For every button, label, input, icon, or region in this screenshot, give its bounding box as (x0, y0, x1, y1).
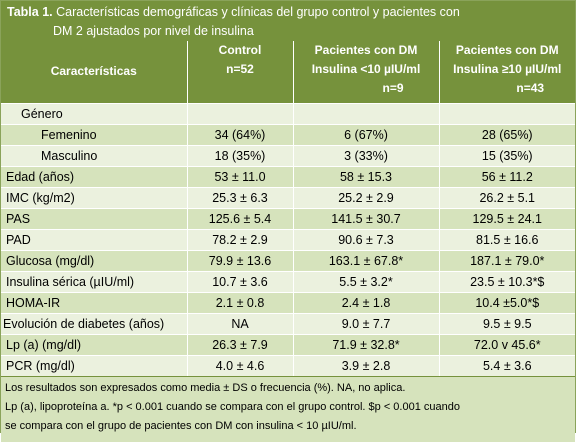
cell-control: 4.0 ± 4.6 (186, 354, 293, 376)
row-label: Evolución de diabetes (años) (1, 312, 187, 334)
cell-dm-high: 26.2 ± 5.1 (438, 186, 575, 208)
header-dm-high-insulin: Pacientes con DM Insulina ≥10 µIU/ml n=4… (438, 41, 575, 103)
header-dm-low-insulin: Pacientes con DM Insulina <10 µIU/ml n=9 (292, 41, 439, 103)
cell-dm-low: 25.2 ± 2.9 (292, 186, 439, 208)
header-control: Control n=52 (186, 41, 293, 103)
cell-dm-low: 71.9 ± 32.8* (292, 333, 439, 355)
row-label: Edad (años) (1, 165, 187, 187)
footnote-line-1: Los resultados son expresados como media… (5, 381, 406, 394)
footnote-line-2: Lp (a), lipoproteína a. *p < 0.001 cuand… (5, 400, 460, 413)
data-table: Características Control n=52 Pacientes c… (1, 41, 575, 376)
table-title: Tabla 1. Características demográficas y … (1, 1, 575, 41)
cell-dm-low: 141.5 ± 30.7 (292, 207, 439, 229)
cell-dm-low: 9.0 ± 7.7 (292, 312, 439, 334)
cell-dm-low: 6 (67%) (292, 123, 439, 145)
table-row: Género (1, 102, 575, 124)
table-row: PCR (mg/dl) 4.0 ± 4.6 3.9 ± 2.8 5.4 ± 3.… (1, 354, 575, 376)
cell-dm-high: 72.0 v 45.6* (438, 333, 575, 355)
row-label: PAS (1, 207, 187, 229)
table-footnote: Los resultados son expresados como media… (1, 375, 575, 442)
table-row: PAD 78.2 ± 2.9 90.6 ± 7.3 81.5 ± 16.6 (1, 228, 575, 250)
cell-control: 25.3 ± 6.3 (186, 186, 293, 208)
cell-dm-high: 129.5 ± 24.1 (438, 207, 575, 229)
row-label: Glucosa (mg/dl) (1, 249, 187, 271)
cell-dm-high: 10.4 ±5.0*$ (438, 291, 575, 313)
cell-dm-low: 5.5 ± 3.2* (292, 270, 439, 292)
cell-control: NA (186, 312, 293, 334)
row-label: HOMA-IR (1, 291, 187, 313)
title-prefix: Tabla 1. (7, 5, 53, 19)
cell-dm-high (438, 102, 575, 124)
row-label: Masculino (1, 144, 187, 166)
table-row: Femenino 34 (64%) 6 (67%) 28 (65%) (1, 123, 575, 145)
row-label: Femenino (1, 123, 187, 145)
cell-dm-low: 58 ± 15.3 (292, 165, 439, 187)
cell-dm-low: 2.4 ± 1.8 (292, 291, 439, 313)
cell-dm-low: 3.9 ± 2.8 (292, 354, 439, 376)
cell-dm-low (292, 102, 439, 124)
table-row: Glucosa (mg/dl) 79.9 ± 13.6 163.1 ± 67.8… (1, 249, 575, 271)
title-line-2: DM 2 ajustados por nivel de insulina (53, 24, 254, 38)
cell-control: 10.7 ± 3.6 (186, 270, 293, 292)
cell-control: 26.3 ± 7.9 (186, 333, 293, 355)
row-label: IMC (kg/m2) (1, 186, 187, 208)
header-characteristics: Características (1, 41, 187, 103)
cell-control: 34 (64%) (186, 123, 293, 145)
cell-control: 78.2 ± 2.9 (186, 228, 293, 250)
cell-dm-high: 81.5 ± 16.6 (438, 228, 575, 250)
table-row: IMC (kg/m2) 25.3 ± 6.3 25.2 ± 2.9 26.2 ±… (1, 186, 575, 208)
cell-dm-low: 90.6 ± 7.3 (292, 228, 439, 250)
row-label: Insulina sérica (µIU/ml) (1, 270, 187, 292)
cell-dm-high: 28 (65%) (438, 123, 575, 145)
row-label: Lp (a) (mg/dl) (1, 333, 187, 355)
table-row: Edad (años) 53 ± 11.0 58 ± 15.3 56 ± 11.… (1, 165, 575, 187)
title-line-1: Tabla 1. Características demográficas y … (7, 3, 569, 22)
cell-control: 2.1 ± 0.8 (186, 291, 293, 313)
table-row: Insulina sérica (µIU/ml) 10.7 ± 3.6 5.5 … (1, 270, 575, 292)
header-row: Características Control n=52 Pacientes c… (1, 41, 575, 103)
row-label: PAD (1, 228, 187, 250)
table-row: Evolución de diabetes (años) NA 9.0 ± 7.… (1, 312, 575, 334)
cell-dm-high: 15 (35%) (438, 144, 575, 166)
cell-control (186, 102, 293, 124)
row-label: Género (1, 102, 187, 124)
table-row: HOMA-IR 2.1 ± 0.8 2.4 ± 1.8 10.4 ±5.0*$ (1, 291, 575, 313)
cell-dm-high: 5.4 ± 3.6 (438, 354, 575, 376)
cell-dm-high: 9.5 ± 9.5 (438, 312, 575, 334)
cell-control: 125.6 ± 5.4 (186, 207, 293, 229)
cell-control: 79.9 ± 13.6 (186, 249, 293, 271)
cell-dm-high: 56 ± 11.2 (438, 165, 575, 187)
cell-control: 18 (35%) (186, 144, 293, 166)
row-label: PCR (mg/dl) (1, 354, 187, 376)
table-row: Lp (a) (mg/dl) 26.3 ± 7.9 71.9 ± 32.8* 7… (1, 333, 575, 355)
cell-dm-high: 23.5 ± 10.3*$ (438, 270, 575, 292)
cell-dm-high: 187.1 ± 79.0* (438, 249, 575, 271)
cell-control: 53 ± 11.0 (186, 165, 293, 187)
cell-dm-low: 3 (33%) (292, 144, 439, 166)
cell-dm-low: 163.1 ± 67.8* (292, 249, 439, 271)
footnote-line-3: se compara con el grupo de pacientes con… (5, 419, 357, 432)
table-row: Masculino 18 (35%) 3 (33%) 15 (35%) (1, 144, 575, 166)
title-text: Características demográficas y clínicas … (56, 5, 460, 19)
table-row: PAS 125.6 ± 5.4 141.5 ± 30.7 129.5 ± 24.… (1, 207, 575, 229)
